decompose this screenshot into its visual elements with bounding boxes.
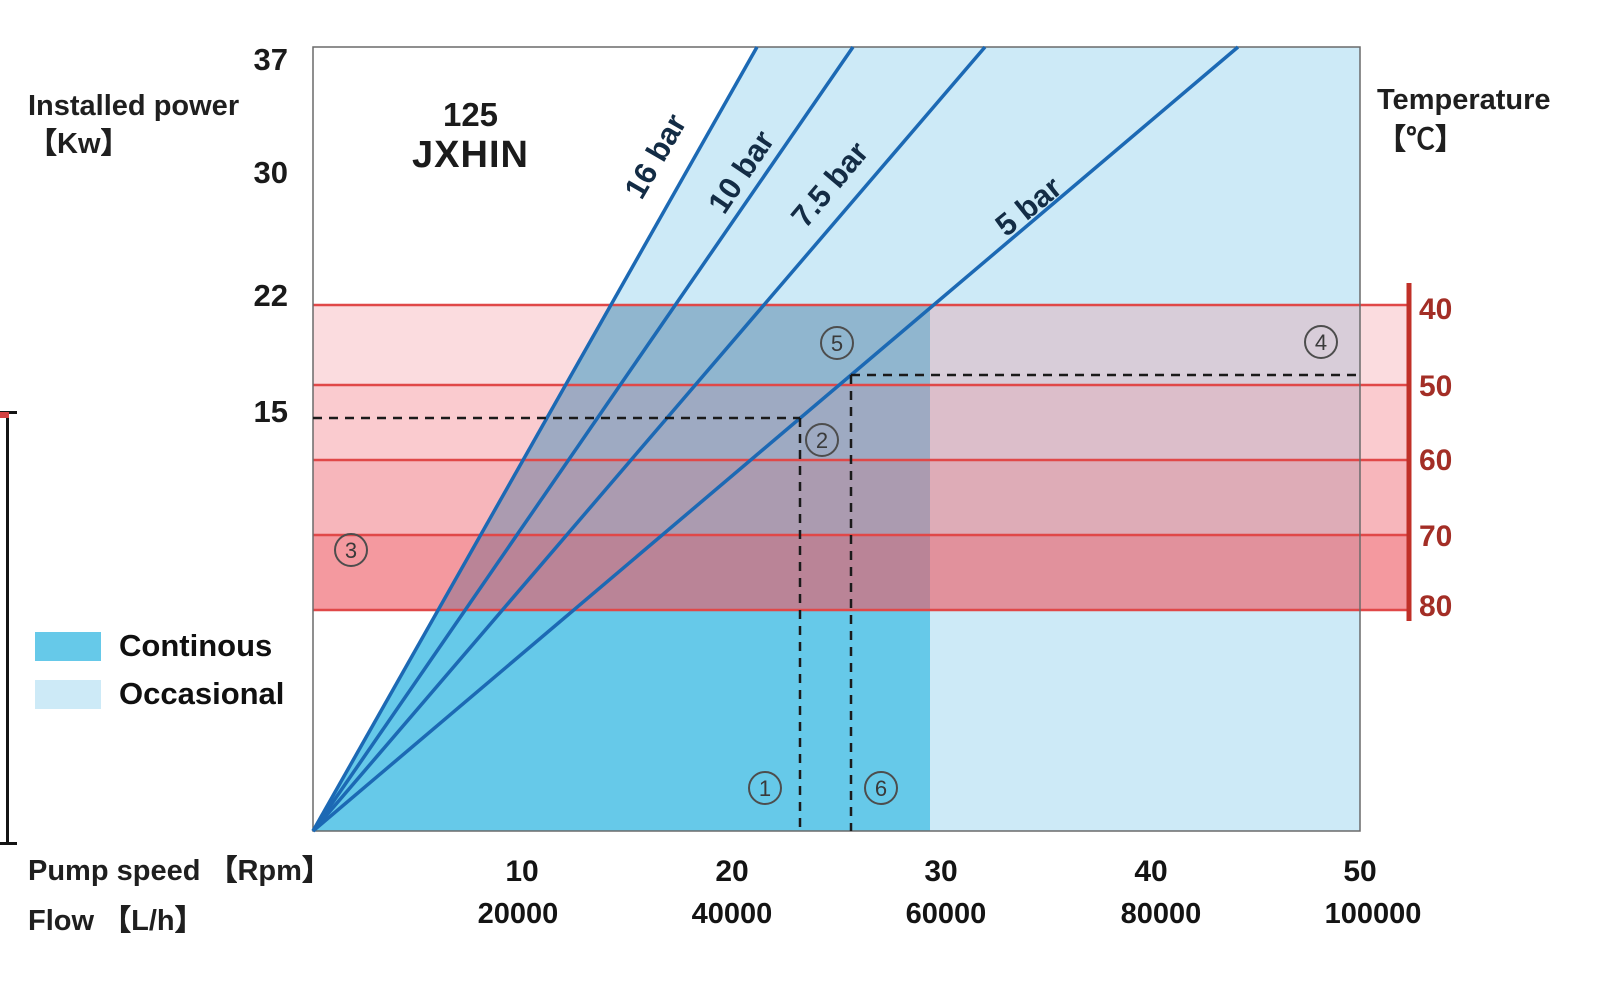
occasional-label: Occasional (119, 676, 285, 711)
continuous-swatch (35, 631, 101, 661)
legend-item-occasional: Occasional (35, 676, 284, 712)
speed-tick-20: 20 (715, 855, 749, 888)
cropped-axis-fragment-bottom-cap (0, 842, 17, 845)
power-tick-22: 22 (253, 278, 288, 313)
flow-tick-80000: 80000 (1120, 898, 1202, 930)
temp-tick-50: 50 (1419, 370, 1453, 403)
installed-power-unit: 【Kw】 (28, 128, 130, 160)
temp-band-70-80 (313, 535, 1409, 610)
speed-tick-50: 50 (1343, 855, 1377, 888)
temp-tick-70: 70 (1419, 520, 1453, 553)
speed-tick-40: 40 (1134, 855, 1168, 888)
pressure-line-16bar (311, 46, 759, 832)
brand-name: JXHIN (412, 134, 529, 176)
callout-3: 3 (334, 533, 368, 567)
flow-tick-40000: 40000 (691, 898, 773, 930)
speed-tick-30: 30 (924, 855, 958, 888)
occasional-swatch (35, 679, 101, 709)
temp-tick-60: 60 (1419, 444, 1453, 477)
callout-5: 5 (820, 326, 854, 360)
flow-axis-label: Flow 【L/h】 (28, 905, 204, 937)
power-tick-30: 30 (253, 155, 288, 190)
power-tick-37: 37 (253, 42, 288, 77)
callout-4: 4 (1304, 325, 1338, 359)
callout-1: 1 (748, 771, 782, 805)
model-number: 125 (442, 96, 499, 133)
temp-tick-80: 80 (1419, 590, 1453, 623)
temperature-label: Temperature (1377, 84, 1551, 116)
pressure-line-10bar (311, 46, 855, 832)
power-tick-15: 15 (253, 394, 288, 429)
temp-tick-40: 40 (1419, 293, 1453, 326)
temp-band-50-60 (313, 385, 1409, 460)
speed-tick-10: 10 (505, 855, 539, 888)
legend-item-continuous: Continous (35, 628, 272, 664)
cropped-red-mark (0, 412, 9, 418)
installed-power-label: Installed power (28, 90, 240, 122)
chart-title: 125 JXHIN (398, 96, 543, 177)
pump-speed-axis-label: Pump speed 【Rpm】 (28, 855, 331, 887)
flow-tick-60000: 60000 (905, 898, 987, 930)
flow-tick-20000: 20000 (477, 898, 559, 930)
callout-6: 6 (864, 771, 898, 805)
temperature-unit: 【℃】 (1377, 124, 1465, 156)
pressure-line-7-5bar (311, 45, 987, 833)
plot-border (312, 46, 1361, 832)
pressure-line-5bar (311, 45, 1240, 833)
callout-2: 2 (805, 423, 839, 457)
cropped-axis-fragment (6, 413, 9, 844)
flow-tick-100000: 100000 (1324, 898, 1422, 930)
continuous-label: Continous (119, 628, 273, 663)
temp-band-60-70 (313, 460, 1409, 535)
temp-band-40-50 (313, 305, 1409, 385)
